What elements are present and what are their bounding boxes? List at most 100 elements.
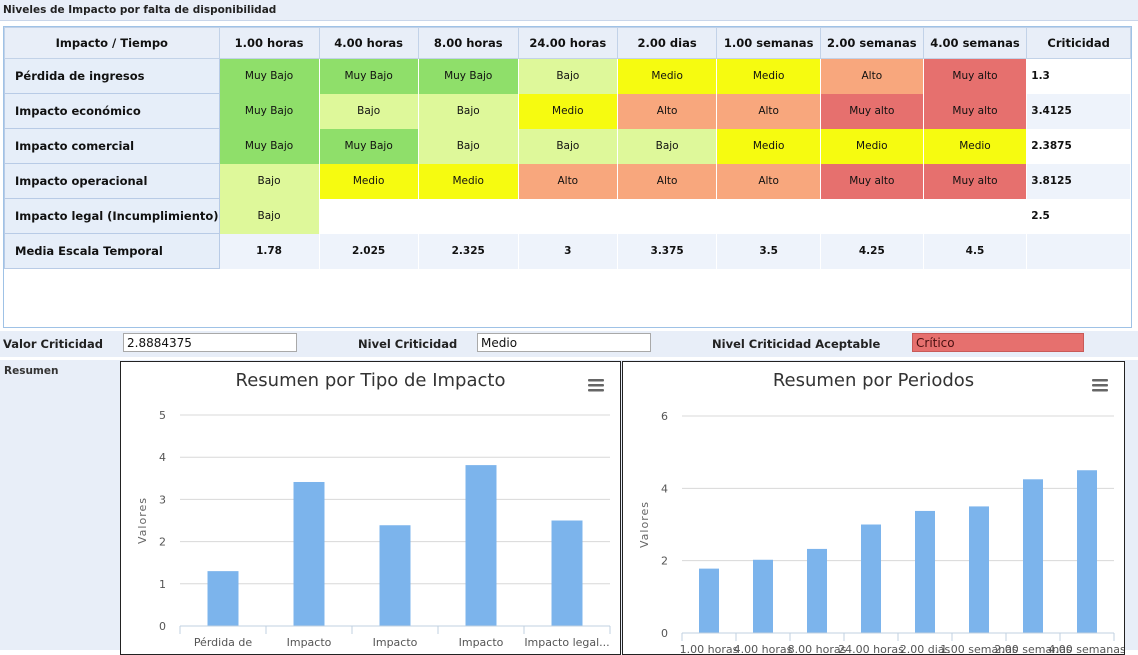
level-cell[interactable]: Alto <box>518 163 618 199</box>
x-tick-label: Impacto <box>459 636 504 649</box>
criticidad-value: 3.4125 <box>1026 93 1131 129</box>
corner-header: Impacto / Tiempo <box>4 27 220 59</box>
level-cell[interactable]: Alto <box>617 93 718 129</box>
y-tick-label: 0 <box>661 627 668 640</box>
average-value: 3 <box>518 233 618 269</box>
hamburger-menu-icon[interactable] <box>588 379 604 392</box>
bar[interactable] <box>1077 470 1097 633</box>
grid-body: Pérdida de ingresos Muy Bajo Muy Bajo Muy B… <box>4 58 1131 269</box>
column-header-4-00-horas[interactable]: 4.00 horas <box>318 27 419 59</box>
average-value: 3.375 <box>617 233 718 269</box>
empty-cell <box>716 198 821 234</box>
x-tick-label: 1.00 semanas <box>940 643 1018 654</box>
level-cell[interactable]: Medio <box>923 128 1028 164</box>
column-header-2-00-semanas[interactable]: 2.00 semanas <box>819 27 924 59</box>
bar[interactable] <box>807 548 827 633</box>
bar[interactable] <box>1023 479 1043 633</box>
column-header-criticidad[interactable]: Criticidad <box>1026 27 1131 59</box>
y-axis-label: Valores <box>136 497 149 544</box>
level-cell[interactable]: Muy alto <box>820 93 924 129</box>
column-header-2-00-dias[interactable]: 2.00 dias <box>616 27 718 59</box>
chart-by-impact-type-svg: Resumen por Tipo de Impacto Valores 0 1 2 3 4 5… <box>136 370 611 649</box>
level-cell[interactable]: Bajo <box>617 128 718 164</box>
impact-row[interactable]: Impacto legal (Incumplimiento) Bajo 2.5 <box>4 198 1131 234</box>
criticidad-value: 2.5 <box>1026 198 1131 234</box>
level-cell[interactable]: Muy Bajo <box>418 58 519 94</box>
valor-criticidad-field[interactable]: 2.8884375 <box>123 333 297 352</box>
impact-row[interactable]: Impacto comercial Muy Bajo Muy Bajo Bajo Baj… <box>4 128 1131 164</box>
level-cell[interactable]: Bajo <box>319 93 419 129</box>
impact-row[interactable]: Pérdida de ingresos Muy Bajo Muy Bajo Muy B… <box>4 58 1131 94</box>
level-cell[interactable]: Bajo <box>219 198 320 234</box>
level-cell[interactable]: Medio <box>319 163 419 199</box>
x-tick-label: 4.00 horas <box>734 643 793 654</box>
column-header-8-00-horas[interactable]: 8.00 horas <box>417 27 519 59</box>
column-header-24-00-horas[interactable]: 24.00 horas <box>517 27 618 59</box>
nivel-criticidad-field[interactable]: Medio <box>477 333 651 352</box>
level-cell[interactable]: Muy Bajo <box>219 93 320 129</box>
y-tick-label: 4 <box>159 451 166 464</box>
level-cell[interactable]: Muy Bajo <box>219 58 320 94</box>
chart-title: Resumen por Periodos <box>773 370 974 391</box>
level-cell[interactable]: Bajo <box>518 128 618 164</box>
column-header-1-00-horas[interactable]: 1.00 horas <box>218 27 320 59</box>
panel-title: Niveles de Impacto por falta de disponib… <box>3 4 277 16</box>
level-cell[interactable]: Bajo <box>219 163 320 199</box>
average-value: 4.25 <box>820 233 924 269</box>
average-value: 3.5 <box>716 233 821 269</box>
impact-row[interactable]: Impacto económico Muy Bajo Bajo Bajo Medio Al… <box>4 93 1131 129</box>
impact-grid: Impacto / Tiempo 1.00 horas 4.00 horas 8.0… <box>3 26 1132 328</box>
impact-matrix: Impacto / Tiempo 1.00 horas 4.00 horas 8.0… <box>4 27 1131 269</box>
bar[interactable] <box>915 510 935 633</box>
empty-cell <box>518 198 618 234</box>
x-tick-label: 1.00 horas <box>680 643 739 654</box>
level-cell[interactable]: Medio <box>716 128 821 164</box>
level-cell[interactable]: Medio <box>820 128 924 164</box>
bar[interactable] <box>969 506 989 633</box>
average-value: 1.78 <box>219 233 320 269</box>
row-label-impacto-legal-incumplimiento: Impacto legal (Incumplimiento) <box>4 198 220 234</box>
bar[interactable] <box>699 568 719 633</box>
empty-cell <box>418 198 519 234</box>
level-cell[interactable]: Alto <box>820 58 924 94</box>
level-cell[interactable]: Bajo <box>518 58 618 94</box>
bar[interactable] <box>551 520 583 627</box>
average-row-label: Media Escala Temporal <box>4 233 220 269</box>
column-header-4-00-semanas[interactable]: 4.00 semanas <box>922 27 1028 59</box>
level-cell[interactable]: Medio <box>716 58 821 94</box>
impact-row[interactable]: Impacto operacional Bajo Medio Medio Alto Alt… <box>4 163 1131 199</box>
average-value: 4.5 <box>923 233 1028 269</box>
empty-cell <box>617 198 718 234</box>
level-cell[interactable]: Medio <box>518 93 618 129</box>
bar[interactable] <box>753 559 773 633</box>
level-cell[interactable]: Medio <box>418 163 519 199</box>
level-cell[interactable]: Alto <box>617 163 718 199</box>
column-header-1-00-semanas[interactable]: 1.00 semanas <box>716 27 821 59</box>
chart-title: Resumen por Tipo de Impacto <box>236 370 506 391</box>
level-cell[interactable]: Medio <box>617 58 718 94</box>
row-label-impacto-operacional: Impacto operacional <box>4 163 220 199</box>
level-cell[interactable]: Bajo <box>418 128 519 164</box>
level-cell[interactable]: Muy alto <box>820 163 924 199</box>
criticidad-value: 3.8125 <box>1026 163 1131 199</box>
level-cell[interactable]: Alto <box>716 93 821 129</box>
level-cell[interactable]: Muy alto <box>923 163 1028 199</box>
level-cell[interactable]: Bajo <box>418 93 519 129</box>
bar[interactable] <box>465 465 497 626</box>
nivel-aceptable-select[interactable]: Crítico <box>912 333 1084 352</box>
panel-title-bar: Niveles de Impacto por falta de disponib… <box>0 0 1138 21</box>
level-cell[interactable]: Muy Bajo <box>319 128 419 164</box>
level-cell[interactable]: Muy Bajo <box>219 128 320 164</box>
bar[interactable] <box>861 524 881 634</box>
hamburger-menu-icon[interactable] <box>1092 379 1108 392</box>
valor-criticidad-label: Valor Criticidad <box>3 337 104 351</box>
average-value: 2.025 <box>319 233 419 269</box>
level-cell[interactable]: Muy alto <box>923 93 1028 129</box>
bar[interactable] <box>379 525 411 626</box>
bar[interactable] <box>293 481 325 626</box>
level-cell[interactable]: Alto <box>716 163 821 199</box>
level-cell[interactable]: Muy Bajo <box>319 58 419 94</box>
level-cell[interactable]: Muy alto <box>923 58 1028 94</box>
y-tick-label: 2 <box>159 536 166 549</box>
bar[interactable] <box>207 571 239 626</box>
